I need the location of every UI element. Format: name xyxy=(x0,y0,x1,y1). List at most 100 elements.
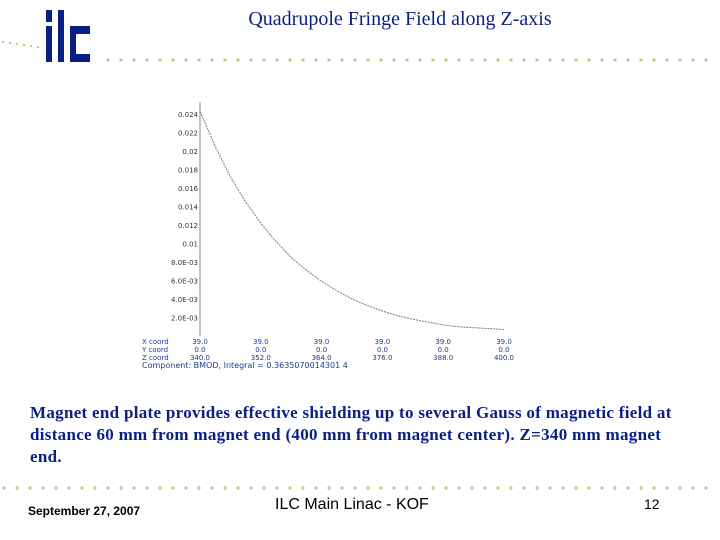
divider-dot xyxy=(184,486,188,490)
y-tick-label: 2.0E-03 xyxy=(171,315,198,323)
divider-dot xyxy=(366,486,370,490)
coord-value: 340.0 xyxy=(190,354,210,362)
divider-dot xyxy=(379,486,383,490)
page-number: 12 xyxy=(644,496,660,512)
divider-dot xyxy=(2,486,6,490)
y-tick-label: 0.016 xyxy=(178,185,199,193)
divider-dot xyxy=(613,486,617,490)
divider-dot xyxy=(405,58,409,62)
dotted-divider-top xyxy=(106,58,708,62)
divider-dot xyxy=(626,486,630,490)
divider-dot xyxy=(301,486,305,490)
divider-dot xyxy=(106,58,110,62)
divider-dot xyxy=(379,58,383,62)
coord-row-label: Z coord xyxy=(142,354,169,362)
footer-date: September 27, 2007 xyxy=(28,504,141,518)
divider-dot xyxy=(67,486,71,490)
y-tick-label: 8.0E-03 xyxy=(171,259,198,267)
caption-text: Magnet end plate provides effective shie… xyxy=(30,403,672,466)
divider-dot xyxy=(431,58,435,62)
divider-dot xyxy=(561,58,565,62)
coord-value: 376.0 xyxy=(372,354,392,362)
divider-dot xyxy=(535,486,539,490)
y-tick-label: 0.018 xyxy=(178,167,198,175)
divider-dot xyxy=(314,58,318,62)
divider-dot xyxy=(93,486,97,490)
divider-dot xyxy=(639,486,643,490)
coord-value: 0.0 xyxy=(316,346,327,354)
divider-dot xyxy=(327,58,331,62)
y-tick-label: 0.01 xyxy=(182,241,198,249)
divider-dot xyxy=(418,486,422,490)
dotted-divider-bottom xyxy=(2,486,708,490)
divider-dot xyxy=(119,58,123,62)
divider-dot xyxy=(522,58,526,62)
divider-dot xyxy=(236,486,240,490)
divider-dot xyxy=(652,58,656,62)
divider-dot xyxy=(574,58,578,62)
divider-dot xyxy=(223,58,227,62)
coord-value: 0.0 xyxy=(255,346,266,354)
divider-dot xyxy=(145,58,149,62)
component-label: Component: BMOD, Integral = 0.3635070014… xyxy=(142,361,348,370)
divider-dot xyxy=(470,58,474,62)
divider-dot xyxy=(197,486,201,490)
divider-dot xyxy=(444,58,448,62)
coord-value: 400.0 xyxy=(494,354,514,362)
coord-value: 0.0 xyxy=(438,346,449,354)
divider-dot xyxy=(704,58,708,62)
y-tick-label: 0.024 xyxy=(178,111,199,119)
divider-dot xyxy=(184,58,188,62)
divider-dot xyxy=(210,58,214,62)
coord-row-label: Y coord xyxy=(141,346,168,354)
coord-value: 39.0 xyxy=(375,338,391,346)
footer-title: ILC Main Linac - KOF xyxy=(275,496,429,513)
divider-dot xyxy=(509,58,513,62)
y-tick-label: 0.022 xyxy=(178,130,198,138)
divider-dot xyxy=(392,58,396,62)
divider-dot xyxy=(158,486,162,490)
divider-dot xyxy=(119,486,123,490)
coord-value: 0.0 xyxy=(498,346,509,354)
divider-dot xyxy=(262,58,266,62)
coord-value: 352.0 xyxy=(251,354,271,362)
divider-dot xyxy=(340,486,344,490)
divider-dot xyxy=(600,58,604,62)
divider-dot xyxy=(314,486,318,490)
divider-dot xyxy=(275,486,279,490)
divider-dot xyxy=(41,486,45,490)
y-tick-label: 4.0E-03 xyxy=(171,296,198,304)
divider-dot xyxy=(600,486,604,490)
y-tick-label: 6.0E-03 xyxy=(171,278,198,286)
divider-dot xyxy=(665,58,669,62)
divider-dot xyxy=(431,486,435,490)
divider-dot xyxy=(288,486,292,490)
divider-dot xyxy=(275,58,279,62)
coord-value: 39.0 xyxy=(314,338,330,346)
divider-dot xyxy=(405,486,409,490)
divider-dot xyxy=(574,486,578,490)
divider-dot xyxy=(444,486,448,490)
coord-value: 364.0 xyxy=(312,354,332,362)
ilc-logo xyxy=(1,10,90,62)
divider-dot xyxy=(327,486,331,490)
divider-dot xyxy=(223,486,227,490)
divider-dot xyxy=(301,58,305,62)
divider-dot xyxy=(496,58,500,62)
y-tick-label: 0.012 xyxy=(178,222,198,230)
divider-dot xyxy=(691,486,695,490)
divider-dot xyxy=(145,486,149,490)
divider-dot xyxy=(15,486,19,490)
divider-dot xyxy=(132,58,136,62)
divider-dot xyxy=(483,58,487,62)
divider-dot xyxy=(535,58,539,62)
divider-dot xyxy=(392,486,396,490)
coord-value: 39.0 xyxy=(435,338,451,346)
coord-value: 39.0 xyxy=(253,338,269,346)
divider-dot xyxy=(197,58,201,62)
divider-dot xyxy=(548,486,552,490)
divider-dot xyxy=(457,486,461,490)
divider-dot xyxy=(665,486,669,490)
divider-dot xyxy=(106,486,110,490)
divider-dot xyxy=(132,486,136,490)
